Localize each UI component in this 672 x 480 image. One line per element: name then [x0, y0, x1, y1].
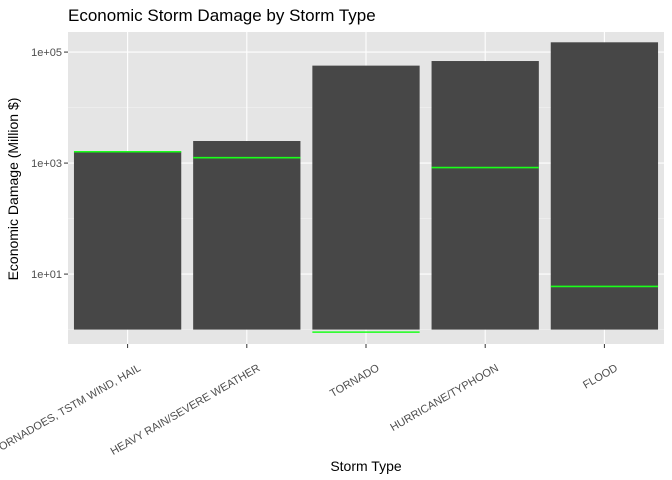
y-axis-title: Economic Damage (Million $) — [5, 98, 21, 281]
chart-title: Economic Storm Damage by Storm Type — [68, 6, 376, 25]
x-axis-title: Storm Type — [330, 458, 402, 474]
x-tick-label: HURRICANE/TYPHOON — [388, 362, 500, 434]
bar — [431, 61, 539, 330]
bar — [550, 42, 659, 330]
y-tick-label: 1e+03 — [31, 158, 62, 170]
y-axis: 1e+01 1e+03 1e+05 — [31, 47, 68, 281]
y-tick-label: 1e+01 — [31, 269, 62, 281]
bar — [193, 140, 301, 330]
x-tick-label: TORNADO — [328, 362, 382, 400]
x-tick-label: FLOOD — [581, 362, 620, 391]
bar — [312, 65, 420, 330]
median-lines — [73, 150, 659, 333]
bars — [73, 42, 659, 330]
y-tick-label: 1e+05 — [31, 47, 62, 59]
bar — [73, 151, 182, 330]
